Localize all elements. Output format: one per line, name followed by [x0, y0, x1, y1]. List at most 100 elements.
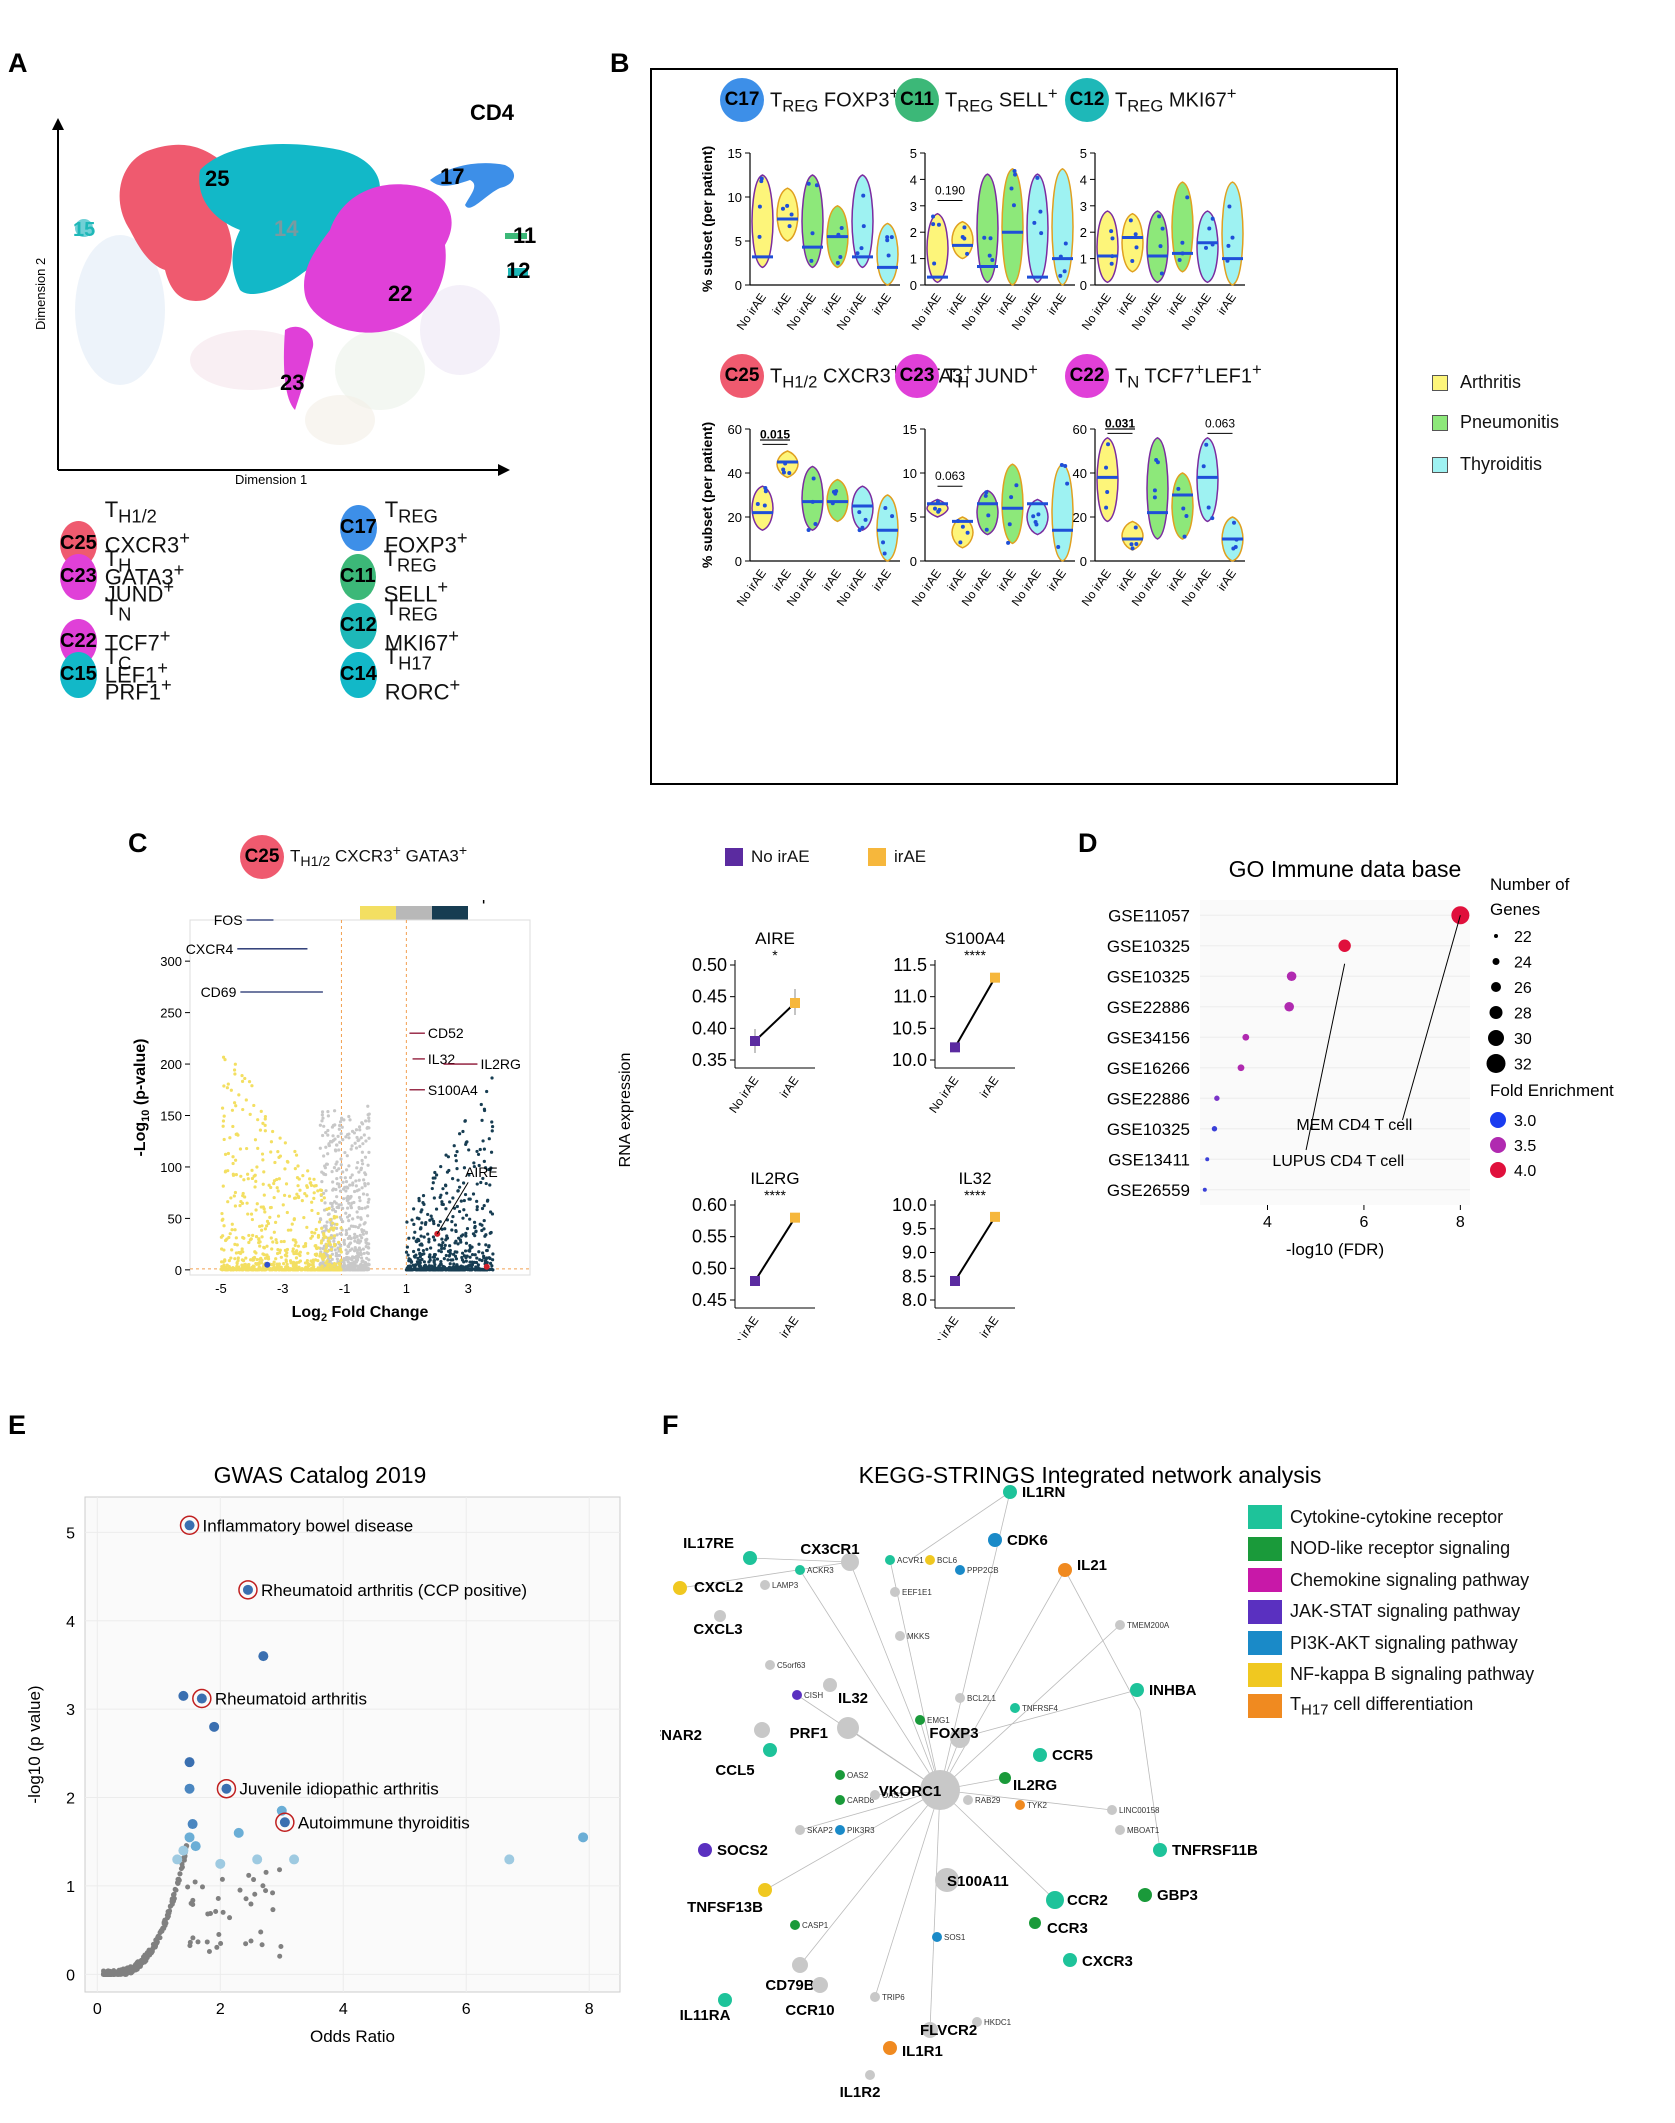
- volcano-point-down: [235, 1243, 239, 1247]
- mini-point-irae: [990, 972, 1000, 983]
- violin-ytick-label: 4: [910, 172, 917, 187]
- violin-point: [1180, 240, 1185, 245]
- network-node-label-small: BCL6: [937, 1556, 958, 1565]
- volcano-point-down: [254, 1235, 259, 1239]
- volcano-point-down: [281, 1203, 285, 1207]
- violin-xtick-label: No irAE: [1079, 567, 1114, 609]
- mini-title-aire: AIRE: [755, 929, 795, 948]
- volcano-point-ns: [361, 1142, 365, 1146]
- volcano-point-up: [467, 1264, 471, 1268]
- volcano-point-up: [490, 1076, 494, 1080]
- volcano-point-up: [461, 1129, 465, 1134]
- gwas-point-bg: [213, 1909, 219, 1915]
- volcano-point-down: [250, 1176, 255, 1181]
- volcano-point-up: [412, 1207, 416, 1211]
- volcano-point-up: [454, 1257, 459, 1261]
- violin-shape: [1051, 463, 1074, 562]
- volcano-point-up: [429, 1214, 433, 1218]
- volcano-point-down: [282, 1239, 286, 1244]
- volcano-point-down: [302, 1216, 306, 1220]
- violin-point: [1134, 245, 1139, 250]
- volcano-point-down: [325, 1207, 329, 1211]
- network-edge: [799, 1789, 941, 1831]
- volcano-point-up: [442, 1265, 447, 1269]
- volcano-point-up: [462, 1181, 466, 1185]
- legend-c11-text: TREG SELL+: [383, 546, 449, 607]
- volcano-point-ns: [358, 1144, 362, 1148]
- volcano-point-ns: [362, 1268, 366, 1272]
- volcano-point-down: [318, 1188, 323, 1192]
- volcano-point-down: [272, 1230, 276, 1234]
- violin-point: [1133, 525, 1138, 530]
- volcano-point-ns: [363, 1265, 367, 1269]
- violin-point: [813, 522, 818, 527]
- volcano-point-up: [459, 1199, 463, 1203]
- network-node-label-small: ACVR1: [897, 1556, 924, 1565]
- network-edge: [929, 1789, 941, 2031]
- volcano-point-up: [465, 1140, 469, 1144]
- volcano-point-up: [481, 1251, 485, 1255]
- volcano-point-ns: [347, 1219, 351, 1223]
- network-node: [763, 1743, 777, 1757]
- volcano-point-down: [327, 1236, 331, 1240]
- network-edge: [939, 1789, 1113, 1811]
- network-node-label: GBP3: [1157, 1887, 1198, 1904]
- legend-c12: C12 TREG MKI67+: [340, 595, 468, 657]
- violin-point: [1234, 537, 1239, 542]
- volcano-point-down: [321, 1254, 325, 1258]
- network-edge: [749, 1557, 851, 1563]
- volcano-point-up: [470, 1264, 474, 1268]
- violin-point: [955, 519, 960, 524]
- violin-point: [936, 509, 941, 514]
- volcano-point-down: [226, 1200, 230, 1204]
- violin-point: [935, 499, 940, 504]
- network-node-label: TNFRSF11B: [1172, 1842, 1258, 1859]
- volcano-point-down: [228, 1136, 232, 1140]
- volcano-point-ns: [342, 1238, 346, 1242]
- violin-point: [1182, 534, 1187, 539]
- kegg-legend-swatch: [1248, 1536, 1282, 1561]
- network-node-label: PRF1: [790, 1725, 828, 1742]
- volcano-point-down: [246, 1268, 250, 1272]
- network-node: [988, 1533, 1002, 1547]
- mini-xtick-label: No irAE: [926, 1314, 961, 1340]
- volcano-point-down: [294, 1256, 299, 1260]
- volcano-point-ns: [362, 1133, 366, 1137]
- volcano-point-up: [441, 1268, 445, 1272]
- mini-point-irae: [790, 998, 800, 1008]
- volcano-point-up: [427, 1237, 431, 1241]
- legend-thyroiditis: Thyroiditis: [1432, 454, 1542, 475]
- violin-point: [1011, 203, 1016, 208]
- volcano-point-down: [256, 1118, 260, 1122]
- volcano-point-ns: [328, 1139, 333, 1144]
- kegg-legend-label: NF-kappa B signaling pathway: [1290, 1664, 1535, 1684]
- volcano-point-up: [448, 1253, 452, 1257]
- volcano-point-up: [491, 1258, 495, 1262]
- volcano-point-up: [428, 1267, 432, 1272]
- volcano-point-ns: [335, 1168, 339, 1173]
- volcano-point-down: [310, 1200, 314, 1204]
- violin-point: [1006, 540, 1011, 545]
- volcano-point-down: [245, 1146, 249, 1151]
- mini-ytick-label: 0.35: [692, 1050, 727, 1070]
- network-node-label-small: EEF1E1: [902, 1588, 932, 1597]
- volcano-point-down: [285, 1251, 289, 1255]
- gwas-highlight-point: [196, 1693, 207, 1704]
- volcano-point-down: [330, 1266, 334, 1270]
- network-node-label: CXCL3: [693, 1621, 742, 1638]
- volcano-point-up: [444, 1268, 448, 1272]
- volcano-point-down: [254, 1251, 258, 1255]
- volcano-point-ns: [353, 1246, 357, 1250]
- volcano-point-down: [268, 1215, 272, 1220]
- volcano-point-down: [220, 1265, 224, 1269]
- volcano-point-up: [452, 1206, 457, 1210]
- violin-xtick-label: irAE: [944, 291, 968, 318]
- volcano-point-ns: [320, 1170, 324, 1174]
- volcano-point-ns: [318, 1123, 322, 1127]
- network-node: [1107, 1805, 1117, 1815]
- volcano-point-down: [250, 1084, 254, 1088]
- network-node: [837, 1717, 859, 1739]
- volcano-point-up: [473, 1226, 477, 1230]
- volcano-point-down: [296, 1184, 300, 1188]
- volcano-point-up: [452, 1144, 456, 1148]
